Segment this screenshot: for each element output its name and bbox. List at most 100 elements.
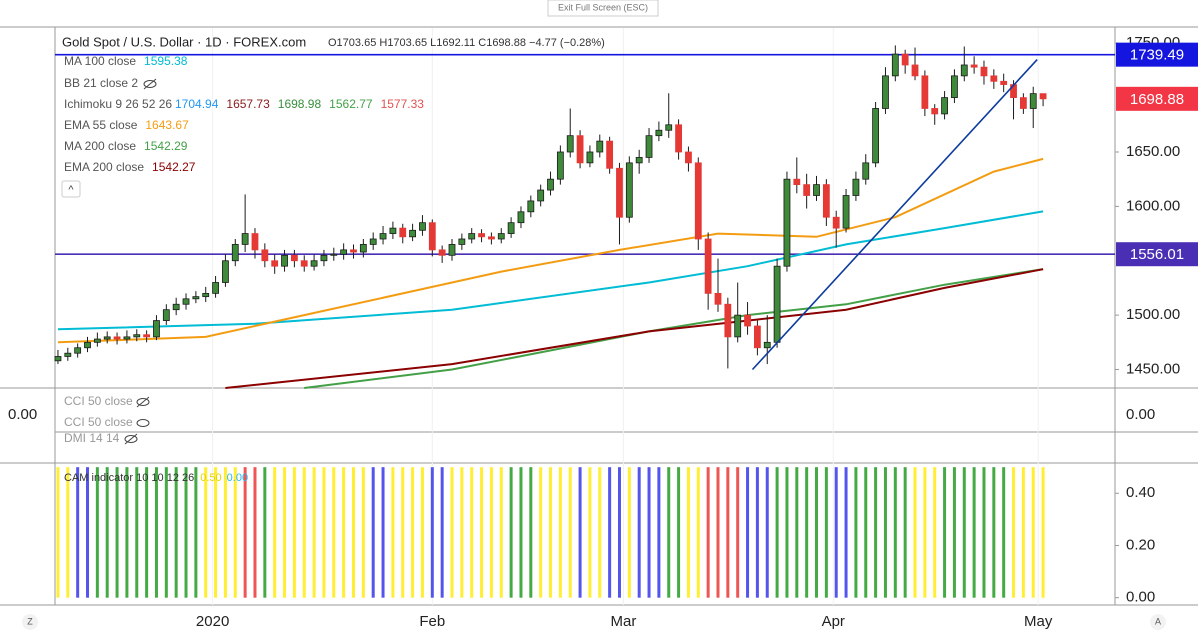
cam-bar <box>145 467 149 598</box>
cam-bar <box>391 467 395 598</box>
collapse-button[interactable] <box>61 180 81 198</box>
candle-body <box>566 135 574 153</box>
candle-body <box>369 238 377 245</box>
candle-body <box>724 303 732 338</box>
candle-body <box>153 320 160 338</box>
cam-bar <box>351 467 355 598</box>
candle-body <box>970 64 978 68</box>
cam-bar <box>568 467 572 598</box>
cam-bar <box>283 467 287 598</box>
candle-body <box>951 75 958 99</box>
cam-bar <box>499 467 503 598</box>
candle-body <box>438 249 446 256</box>
cam-bar <box>115 467 119 598</box>
candle-body <box>753 325 761 349</box>
candle-body <box>842 195 850 229</box>
left-button[interactable] <box>22 614 38 630</box>
cam-bar <box>1031 467 1035 598</box>
candle-body <box>822 184 830 218</box>
cam-bar <box>815 467 819 598</box>
candle-body <box>891 53 899 77</box>
candle-body <box>882 75 889 109</box>
candle-body <box>359 244 367 253</box>
candle-body <box>685 151 692 164</box>
cam-bar <box>332 467 336 598</box>
legend-label: MA 200 close <box>64 139 136 153</box>
cam-bar <box>381 467 385 598</box>
candle-body <box>734 314 742 338</box>
candle-body <box>251 233 259 251</box>
candle-body <box>921 75 929 109</box>
candle-body <box>300 260 308 267</box>
candle-body <box>527 200 535 213</box>
exit-button-label[interactable]: Exit Full Screen (ESC) <box>558 2 648 12</box>
marks <box>54 28 1119 605</box>
candle-body <box>310 260 318 267</box>
candle-body <box>1000 80 1008 85</box>
candle-body <box>231 244 239 262</box>
legend-value: 1577.33 <box>381 97 425 111</box>
candle-body <box>409 229 417 238</box>
cam-bar <box>549 467 553 598</box>
cam-bar <box>361 467 365 598</box>
cam-bar <box>95 467 99 598</box>
candle-body <box>103 336 111 340</box>
candle-body <box>793 178 801 186</box>
x-tick-label: Apr <box>822 613 845 630</box>
cam-bar <box>312 467 316 598</box>
collapse-button-label[interactable]: ^ <box>68 184 74 196</box>
cam-bar <box>627 467 631 598</box>
candle-body <box>537 189 545 202</box>
candle-body <box>241 233 249 245</box>
cam-bar <box>223 467 227 598</box>
candle-body <box>399 227 407 238</box>
x-tick-label: Mar <box>610 613 636 630</box>
candle-body <box>625 162 633 218</box>
candle-body <box>222 260 229 283</box>
candle-body <box>813 184 820 196</box>
cam-bar <box>883 467 887 598</box>
right-button[interactable] <box>1150 614 1166 630</box>
cam-bar <box>164 467 168 598</box>
cam-bar <box>401 467 405 598</box>
cam-bar <box>342 467 346 598</box>
candle-body <box>547 178 554 191</box>
ohlc-legend: O1703.65 H1703.65 L1692.11 C1698.88 −4.7… <box>328 37 605 49</box>
candle-body <box>675 124 682 153</box>
cam-bar <box>411 467 415 598</box>
candle-body <box>64 352 72 357</box>
right-button-label[interactable]: A <box>1155 616 1161 626</box>
legend-value: 1657.73 <box>226 97 270 111</box>
y-tick-label: 0.00 <box>8 406 37 423</box>
candle-body <box>803 184 811 196</box>
candle-body <box>428 222 436 251</box>
x-tick-label: May <box>1024 613 1053 630</box>
cam-bar <box>1002 467 1006 598</box>
candle-body <box>872 108 880 164</box>
eye-icon <box>136 396 150 427</box>
legend-value: 0.00 <box>227 472 248 484</box>
cam-bar <box>943 467 947 598</box>
candle-body <box>143 334 151 338</box>
legend-label: CAM indicator 10 10 12 26 <box>64 472 194 484</box>
candle-body <box>340 249 348 255</box>
exit-button[interactable] <box>547 0 659 17</box>
legend-value: 1595.38 <box>144 54 188 68</box>
candle-body <box>350 249 357 253</box>
candle-body <box>281 254 288 267</box>
left-button-label[interactable]: Z <box>27 616 33 626</box>
candle-body <box>172 303 180 311</box>
candle-body <box>714 292 722 305</box>
y-tick-label: 1600.00 <box>1126 197 1180 214</box>
cam-bar <box>135 467 139 598</box>
cam-bar <box>263 467 267 598</box>
price-tag <box>1116 86 1198 111</box>
cam-bar <box>184 467 188 598</box>
candle-body <box>202 292 210 298</box>
candle-body <box>133 334 141 338</box>
candle-body <box>744 314 751 327</box>
cam-bar <box>420 467 424 598</box>
legend-label: BB 21 close 2 <box>64 76 138 90</box>
y-tick-label: 1450.00 <box>1126 360 1180 377</box>
candle-body <box>271 260 279 267</box>
